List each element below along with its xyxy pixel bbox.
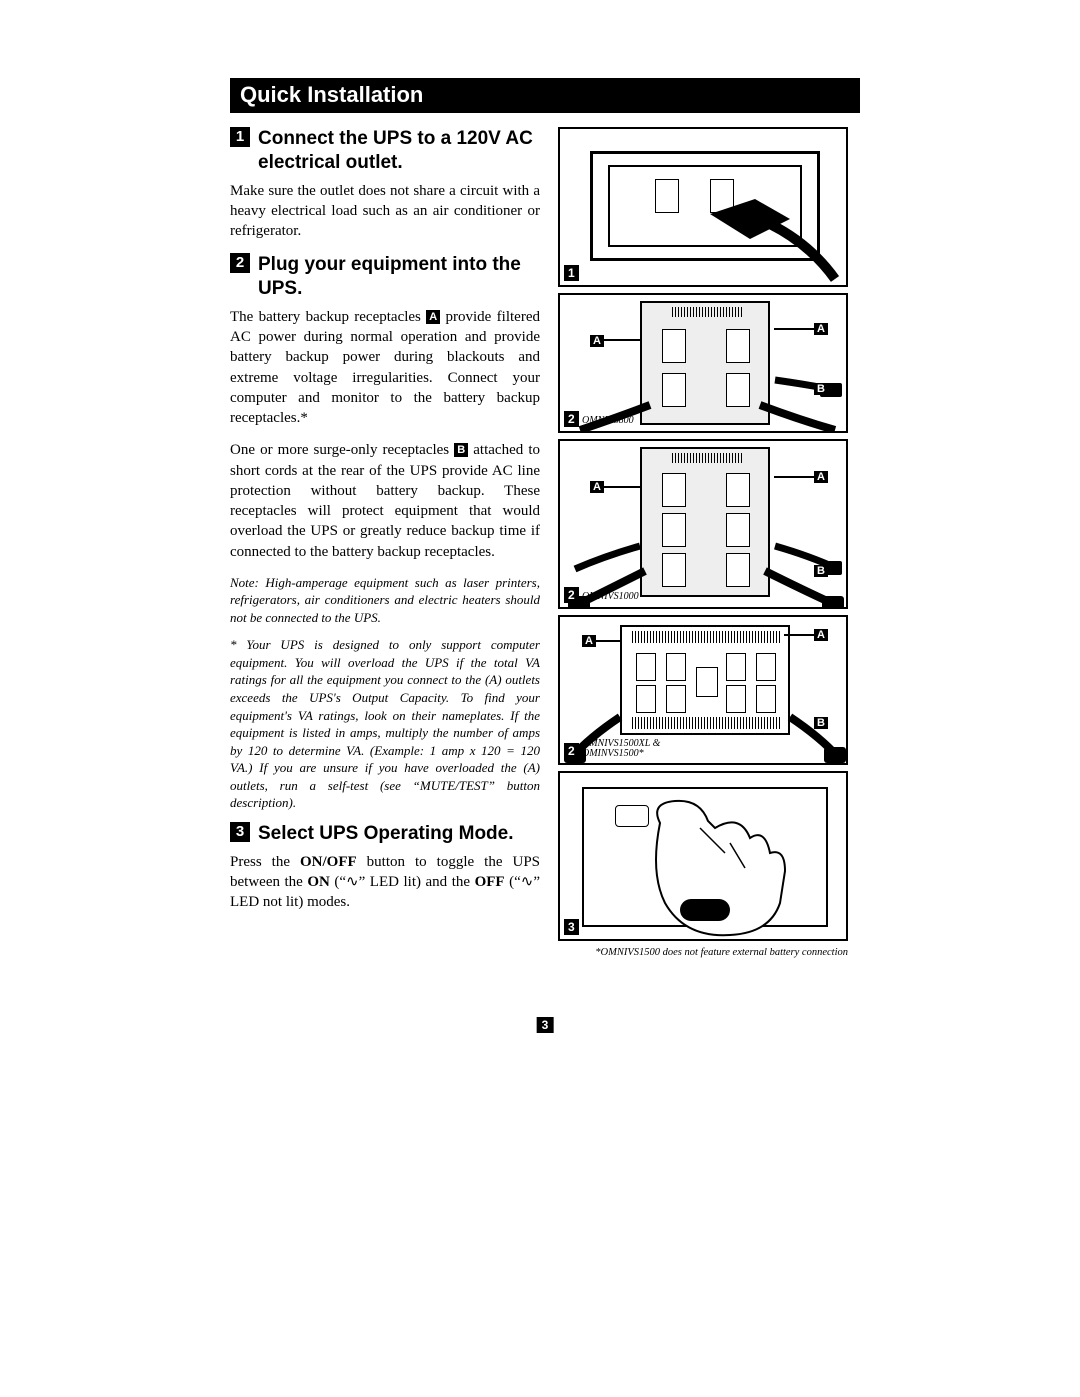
step-number-2: 2 <box>230 253 250 273</box>
figure-2b: A A B 2 OMNIVS1000 <box>558 439 848 609</box>
figure-2b-caption: OMNIVS1000 <box>582 591 639 602</box>
step-1-body: Make sure the outlet does not share a ci… <box>230 181 540 242</box>
step-number-3: 3 <box>230 822 250 842</box>
figure-3: 3 <box>558 771 848 941</box>
figure-2a-caption: OMNIVS800 <box>582 415 634 426</box>
fig2c-label-a-left: A <box>582 635 596 647</box>
figure-2a: A A B 2 OMNIVS800 <box>558 293 848 433</box>
step-2b-pre: One or more surge-only receptacles <box>230 442 454 458</box>
leader <box>604 486 640 488</box>
leader <box>596 640 620 642</box>
leader-a-right <box>774 328 814 330</box>
figure-1: 1 <box>558 127 848 287</box>
section-banner: Quick Installation <box>230 78 860 113</box>
fig2a-label-a-left: A <box>590 335 604 347</box>
fig2a-label-b: B <box>814 383 828 395</box>
step-number-1: 1 <box>230 127 250 147</box>
step-1-title: Connect the UPS to a 120V AC electrical … <box>258 127 540 175</box>
inline-label-b: B <box>454 443 468 457</box>
bottom-footnote: *OMNIVS1500 does not feature external ba… <box>558 947 848 958</box>
s3-off: OFF <box>475 874 505 890</box>
s3-pre: Press the <box>230 854 300 870</box>
cords-800-icon <box>560 295 846 431</box>
step-2b-post: attached to short cords at the rear of t… <box>230 442 540 559</box>
fig2c-label-b: B <box>814 717 828 729</box>
leader-a-left <box>604 339 640 341</box>
fig2b-label-a-right: A <box>814 471 828 483</box>
figure-2c: A A B 2 OMNIVS1500XL & OMINVS1500* <box>558 615 848 765</box>
plug-icon <box>700 189 840 284</box>
step-2a-post: provide filtered AC power during normal … <box>230 309 540 426</box>
step-2-title: Plug your equipment into the UPS. <box>258 253 540 301</box>
step-2-note1: Note: High-amperage equipment such as la… <box>230 574 540 627</box>
s3-mid2: (“∿” LED lit) and the <box>330 874 475 890</box>
logo-badge <box>680 899 730 921</box>
figure-2b-number: 2 <box>564 587 579 603</box>
right-column: 1 A A B <box>558 127 848 958</box>
step-3-title: Select UPS Operating Mode. <box>258 822 514 846</box>
fig2b-label-a-left: A <box>590 481 604 493</box>
step-2a-pre: The battery backup receptacles <box>230 309 426 325</box>
fig2b-label-b: B <box>814 565 828 577</box>
s3-on: ON <box>307 874 330 890</box>
step-3-heading: 3 Select UPS Operating Mode. <box>230 822 540 846</box>
left-column: 1 Connect the UPS to a 120V AC electrica… <box>230 127 540 958</box>
step-2-body-a: The battery backup receptacles A provide… <box>230 307 540 429</box>
step-2-body-b: One or more surge-only receptacles B att… <box>230 440 540 562</box>
figure-2a-number: 2 <box>564 411 579 427</box>
inline-label-a: A <box>426 310 440 324</box>
two-column-layout: 1 Connect the UPS to a 120V AC electrica… <box>230 127 860 958</box>
outlet-left <box>655 179 679 213</box>
page: Quick Installation 1 Connect the UPS to … <box>230 78 860 958</box>
step-1-heading: 1 Connect the UPS to a 120V AC electrica… <box>230 127 540 175</box>
figure-2c-caption2: OMINVS1500* <box>582 748 644 759</box>
figure-1-number: 1 <box>564 265 579 281</box>
fig2c-label-a-right: A <box>814 629 828 641</box>
step-3-body: Press the ON/OFF button to toggle the UP… <box>230 852 540 913</box>
page-number: 3 <box>537 1017 554 1033</box>
figure-3-number: 3 <box>564 919 579 935</box>
step-2-note2: * Your UPS is designed to only support c… <box>230 636 540 811</box>
leader <box>774 476 814 478</box>
figure-2c-number: 2 <box>564 743 579 759</box>
step-2-heading: 2 Plug your equipment into the UPS. <box>230 253 540 301</box>
leader <box>784 634 814 636</box>
fig2a-label-a-right: A <box>814 323 828 335</box>
hand-icon <box>630 793 830 943</box>
cords-1000-icon <box>560 441 846 607</box>
s3-btn: ON/OFF <box>300 854 357 870</box>
